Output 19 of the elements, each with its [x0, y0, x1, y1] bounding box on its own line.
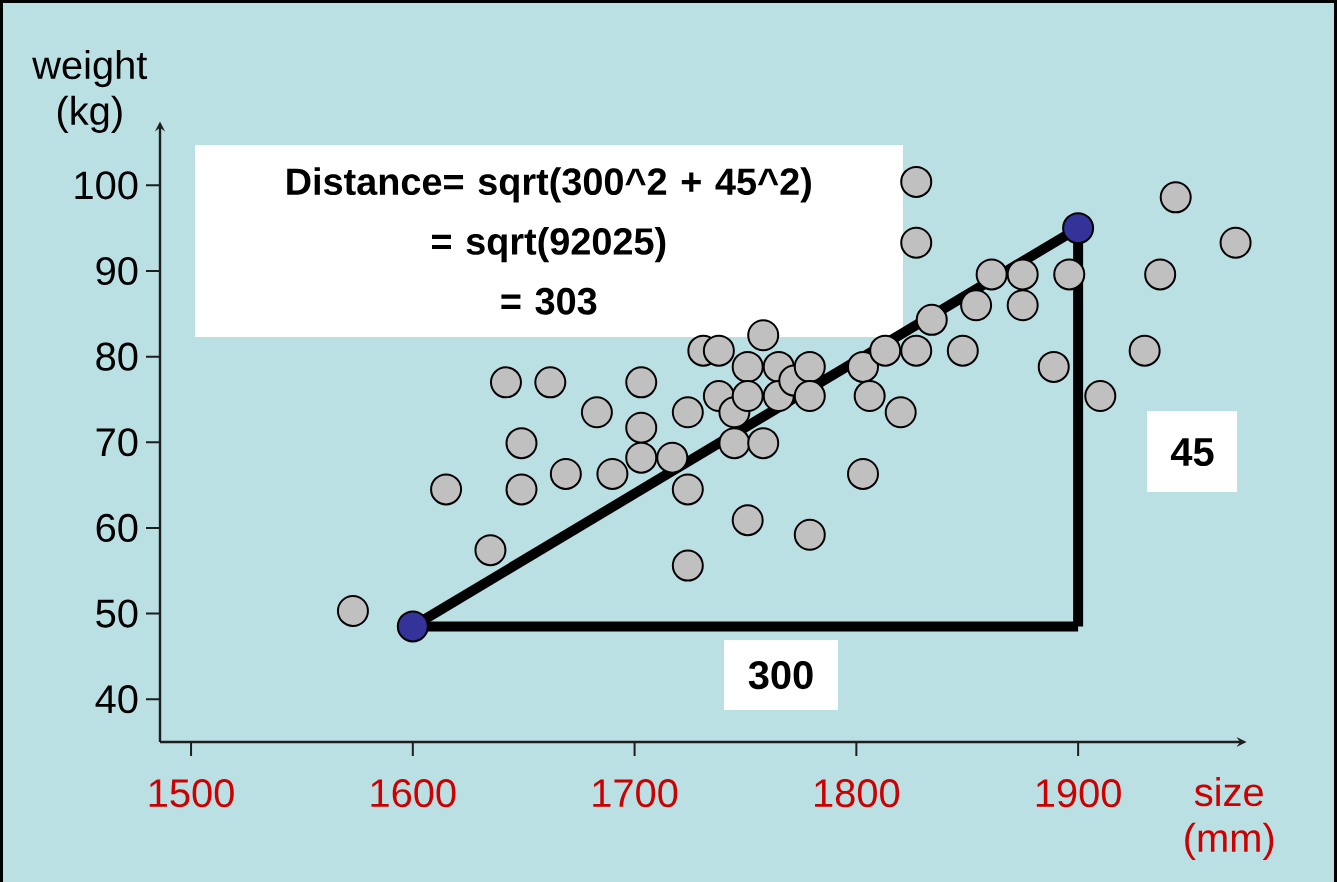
y-tick-label: 80	[96, 342, 138, 371]
annotation: = sqrt(92025)	[432, 227, 666, 263]
y-tick-label: 50	[96, 599, 138, 628]
annotation: = 303	[501, 287, 597, 315]
x-tick-label: 1500	[149, 779, 234, 808]
annotation: 45	[1170, 438, 1214, 467]
annotation: 300	[748, 660, 813, 690]
x-axis-title: size (mm)	[1185, 777, 1274, 860]
y-tick-label: 60	[96, 513, 138, 542]
y-axis-title: weight (kg)	[32, 49, 148, 133]
y-tick-label: 100	[75, 171, 138, 200]
x-tick-label: 1700	[593, 779, 678, 808]
y-tick-label: 70	[96, 428, 138, 457]
x-tick-label: 1900	[1036, 779, 1121, 808]
annotation: Distance= sqrt(300^2 + 45^2)	[287, 167, 811, 203]
y-tick-label: 40	[95, 685, 138, 714]
x-tick-label: 1600	[371, 779, 456, 808]
y-tick-label: 90	[96, 256, 138, 286]
x-tick-label: 1800	[815, 779, 900, 808]
